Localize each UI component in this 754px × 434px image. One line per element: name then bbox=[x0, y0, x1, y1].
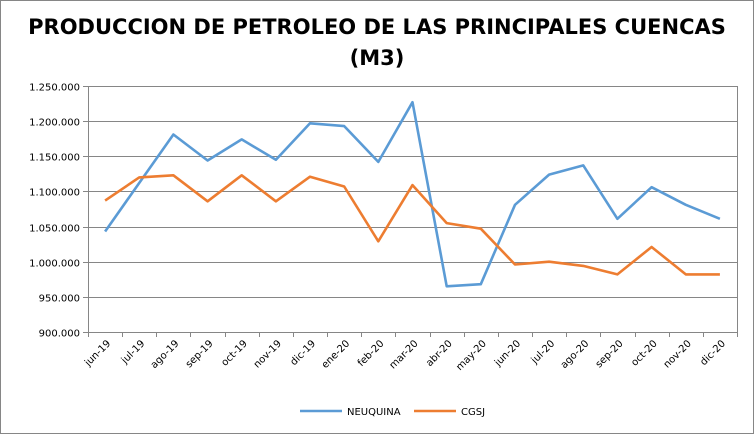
y-tick-label: 1.000.000 bbox=[29, 259, 80, 270]
x-tick-label: mar-20 bbox=[388, 338, 421, 371]
y-tick-label: 1.100.000 bbox=[29, 188, 80, 199]
y-tick-label: 900.000 bbox=[39, 329, 80, 340]
x-tick-label: ago-20 bbox=[559, 338, 592, 371]
x-tick-label: feb-20 bbox=[356, 338, 387, 369]
legend-label-neuquina: NEUQUINA bbox=[347, 407, 401, 418]
chart-title: PRODUCCION DE PETROLEO DE LAS PRINCIPALE… bbox=[0, 12, 754, 74]
y-tick-label: 1.200.000 bbox=[29, 118, 80, 129]
legend-label-cgsj: CGSJ bbox=[461, 407, 485, 418]
y-tick-label: 1.150.000 bbox=[29, 153, 80, 164]
y-tick-label: 1.250.000 bbox=[29, 83, 80, 94]
x-tick-label: dic-19 bbox=[288, 338, 318, 368]
x-tick-label: oct-20 bbox=[629, 338, 659, 368]
x-tick-label: abr-20 bbox=[424, 338, 455, 369]
x-tick-label: jul-20 bbox=[529, 338, 557, 366]
chart-title-line2: (M3) bbox=[349, 46, 405, 70]
x-tick-label: ago-19 bbox=[149, 338, 182, 371]
y-tick-label: 1.050.000 bbox=[29, 224, 80, 235]
series-line-neuquina bbox=[104, 100, 721, 288]
x-tick-label: jun-19 bbox=[82, 338, 113, 369]
chart-title-line1: PRODUCCION DE PETROLEO DE LAS PRINCIPALE… bbox=[28, 15, 726, 39]
x-tick-label: nov-19 bbox=[252, 338, 284, 370]
x-tick-label: jul-19 bbox=[119, 338, 147, 366]
x-tick-label: sep-20 bbox=[594, 338, 626, 370]
x-tick-label: may-20 bbox=[454, 338, 489, 373]
x-tick-label: dic-20 bbox=[698, 338, 728, 368]
y-tick-label: 950.000 bbox=[39, 294, 80, 305]
x-tick-label: sep-19 bbox=[184, 338, 216, 370]
x-tick-label: ene-20 bbox=[320, 338, 353, 371]
x-tick-label: nov-20 bbox=[662, 338, 694, 370]
x-tick-label: oct-19 bbox=[220, 338, 250, 368]
series-line-cgsj bbox=[104, 174, 720, 276]
x-tick-label: jun-20 bbox=[492, 338, 523, 369]
